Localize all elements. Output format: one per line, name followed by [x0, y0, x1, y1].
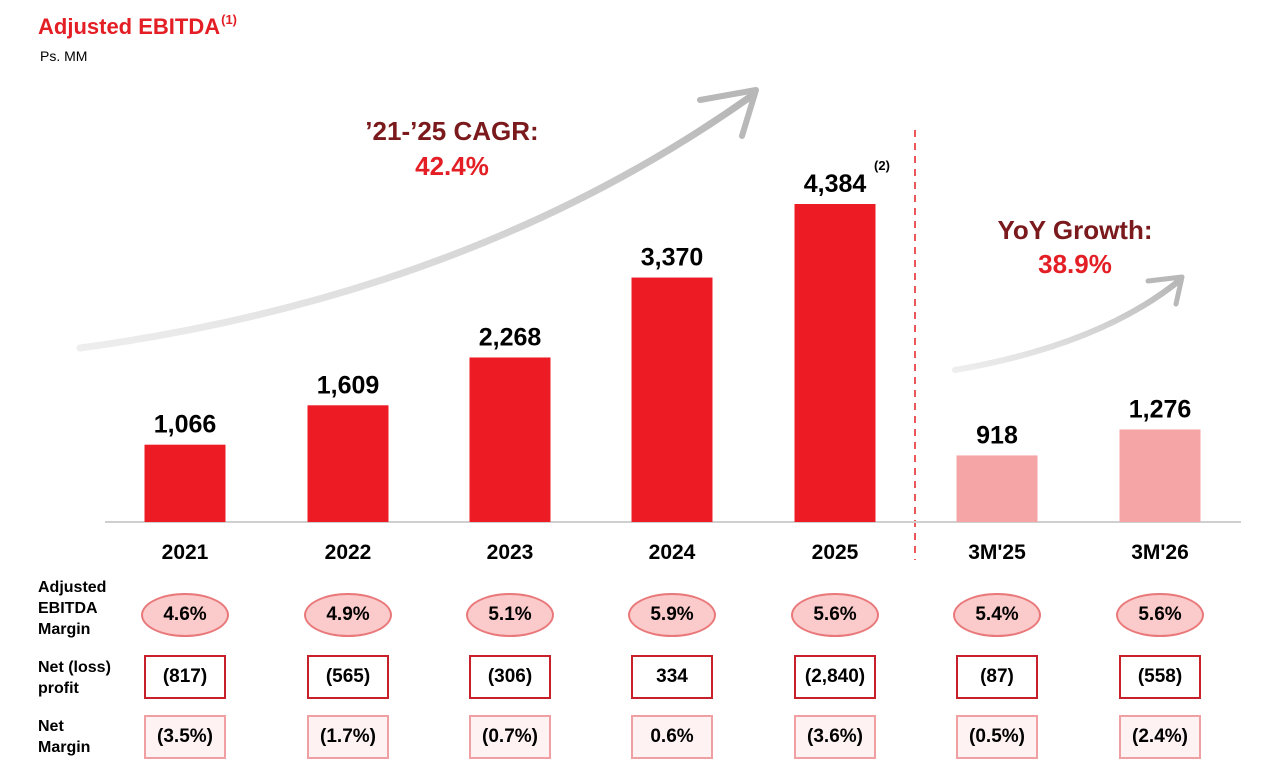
- category-label-2023: 2023: [487, 541, 534, 560]
- net-cell-3M'25: (87): [956, 655, 1038, 699]
- margin-cell-2024: 5.9%: [628, 593, 716, 637]
- bar-3M'25: [956, 455, 1038, 522]
- bar-2025: [794, 204, 876, 522]
- title-footnote: (1): [221, 12, 238, 27]
- value-footnote-2025: (2): [874, 158, 890, 173]
- netmargin-cell-3M'26: (2.4%): [1119, 715, 1201, 759]
- yoy-value: 38.9%: [1038, 249, 1112, 279]
- net-cell-2024: 334: [631, 655, 713, 699]
- unit-label: Ps. MM: [40, 48, 88, 64]
- netmargin-cell-2025: (3.6%): [794, 715, 876, 759]
- net-cell-2022: (565): [307, 655, 389, 699]
- chart-title: Adjusted EBITDA(1): [38, 12, 238, 40]
- bar-3M'26: [1119, 429, 1201, 522]
- cagr-arrowhead-icon: [697, 87, 759, 139]
- margin-cell-2021: 4.6%: [141, 593, 229, 637]
- yoy-arrowhead-icon: [1145, 274, 1185, 307]
- bar-2023: [469, 357, 551, 522]
- bar-2021: [144, 444, 226, 522]
- value-label-2025: 4,384: [804, 170, 867, 198]
- value-label-3M'25: 918: [976, 421, 1018, 449]
- cagr-value: 42.4%: [415, 151, 489, 181]
- value-label-2024: 3,370: [641, 244, 704, 272]
- category-label-3M'26: 3M'26: [1131, 541, 1189, 560]
- netmargin-row-label: Net Margin: [38, 718, 91, 756]
- yoy-arrow-icon: [952, 277, 1183, 373]
- value-label-2022: 1,609: [317, 371, 380, 399]
- netmargin-cell-2023: (0.7%): [469, 715, 551, 759]
- value-label-3M'26: 1,276: [1129, 395, 1192, 423]
- netmargin-cell-2022: (1.7%): [307, 715, 389, 759]
- cagr-arrow-icon: [76, 93, 754, 352]
- value-label-2023: 2,268: [479, 323, 542, 351]
- category-label-2021: 2021: [162, 541, 209, 560]
- net-cell-3M'26: (558): [1119, 655, 1201, 699]
- category-label-2022: 2022: [325, 541, 372, 560]
- title-text: Adjusted EBITDA: [38, 14, 221, 39]
- margin-cell-2023: 5.1%: [466, 593, 554, 637]
- netmargin-cell-2024: 0.6%: [631, 715, 713, 759]
- ebitda-bar-chart: ’21-’25 CAGR: 42.4% YoY Growth: 38.9% 1,…: [76, 87, 1241, 560]
- margin-cell-3M'26: 5.6%: [1116, 593, 1204, 637]
- margin-row-label: Adjusted EBITDA Margin: [38, 579, 107, 638]
- category-label-3M'25: 3M'25: [968, 541, 1026, 560]
- netmargin-cell-3M'25: (0.5%): [956, 715, 1038, 759]
- category-label-2024: 2024: [649, 541, 696, 560]
- bar-2022: [307, 405, 389, 522]
- netmargin-cell-2021: (3.5%): [144, 715, 226, 759]
- margin-cell-3M'25: 5.4%: [953, 593, 1041, 637]
- cagr-label: ’21-’25 CAGR:: [365, 116, 538, 146]
- margin-cell-2022: 4.9%: [304, 593, 392, 637]
- bars-group: 1,066 2021 1,609 2022 2,268 2023 3,370 2024 4,38…: [144, 158, 1201, 560]
- value-label-2021: 1,066: [154, 411, 217, 439]
- net-row-label: Net (loss) profit: [38, 659, 111, 697]
- margin-cell-2025: 5.6%: [791, 593, 879, 637]
- yoy-label: YoY Growth:: [997, 215, 1152, 245]
- net-cell-2023: (306): [469, 655, 551, 699]
- net-cell-2021: (817): [144, 655, 226, 699]
- net-cell-2025: (2,840): [794, 655, 876, 699]
- bar-2024: [631, 277, 713, 522]
- category-label-2025: 2025: [812, 541, 859, 560]
